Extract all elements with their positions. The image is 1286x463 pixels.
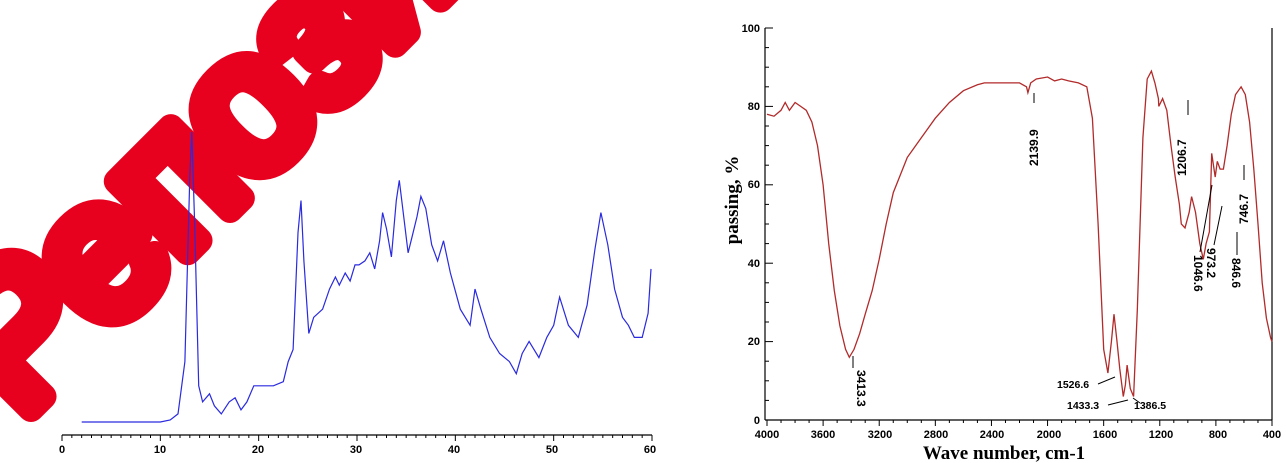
xrd-x-tick-label: 10 [154, 444, 166, 456]
ir-x-tick-label: 3600 [811, 429, 835, 441]
ir-spectrum-chart: 4000 3600 3200 2800 2400 2000 1600 1200 … [722, 23, 1281, 463]
ir-peak-leader [1097, 376, 1116, 385]
ir-y-tick-label: 0 [754, 415, 760, 427]
ir-x-tick-label: 4000 [755, 429, 779, 441]
ir-y-tick-label: 20 [748, 336, 760, 348]
ir-peak-label: 973.2 [1204, 248, 1218, 278]
ir-peak-label: 746.7 [1237, 194, 1251, 224]
ir-y-tick-label: 100 [742, 23, 760, 35]
ir-x-tick-label: 2800 [924, 429, 948, 441]
ir-x-axis-title: Wave number, cm-1 [923, 443, 1085, 463]
ir-peak-leader [1132, 397, 1141, 404]
ir-peak-label: 1046.6 [1191, 255, 1205, 292]
ir-peak-label: 1526.6 [1057, 379, 1089, 391]
xrd-x-tick-label: 60 [644, 444, 656, 456]
ir-peak-leader [1213, 205, 1223, 246]
ir-peak-label: 846.6 [1229, 258, 1243, 288]
ir-peak-annotations: 3413.3 2139.9 1526.6 1433.3 1386.5 1206.… [852, 93, 1251, 412]
ir-y-axis-title: passing, % [722, 156, 743, 245]
ir-x-tick-label: 1200 [1149, 429, 1173, 441]
xrd-x-tick-label: 30 [350, 444, 362, 456]
xrd-x-tick-labels: 0 10 20 30 40 50 60 [59, 444, 656, 456]
ir-y-axis-ticks [765, 27, 773, 421]
xrd-x-tick-label: 50 [546, 444, 558, 456]
ir-peak-label: 1433.3 [1067, 400, 1099, 412]
ir-x-tick-label: 3200 [868, 429, 892, 441]
ir-peak-label: 3413.3 [854, 370, 868, 407]
xrd-series-line [81, 131, 652, 423]
xrd-x-axis-ticks [61, 435, 653, 441]
ir-x-tick-label: 400 [1263, 429, 1281, 441]
ir-peak-label: 1386.5 [1134, 400, 1166, 412]
ir-peak-leader [1199, 184, 1213, 253]
ir-peak-label: 1206.7 [1175, 139, 1189, 176]
ir-y-tick-label: 80 [748, 101, 760, 113]
ir-peak-leader [1107, 399, 1129, 406]
xrd-x-tick-label: 0 [59, 444, 65, 456]
ir-x-tick-labels: 4000 3600 3200 2800 2400 2000 1600 1200 … [755, 429, 1281, 441]
ir-y-tick-labels: 0 20 40 60 80 100 [742, 23, 760, 427]
ir-y-tick-label: 40 [748, 258, 760, 270]
ir-x-axis-ticks [766, 420, 1273, 426]
ir-x-tick-label: 2000 [1037, 429, 1061, 441]
ir-x-tick-label: 1600 [1093, 429, 1117, 441]
ir-x-tick-label: 2400 [980, 429, 1004, 441]
ir-series-line [766, 69, 1273, 397]
xrd-x-tick-label: 20 [252, 444, 264, 456]
ir-peak-label: 2139.9 [1027, 129, 1041, 166]
xrd-x-tick-label: 40 [448, 444, 460, 456]
xrd-pattern-chart: 0 10 20 30 40 50 60 [59, 131, 656, 456]
ir-x-tick-label: 800 [1209, 429, 1227, 441]
ir-y-tick-label: 60 [748, 179, 760, 191]
